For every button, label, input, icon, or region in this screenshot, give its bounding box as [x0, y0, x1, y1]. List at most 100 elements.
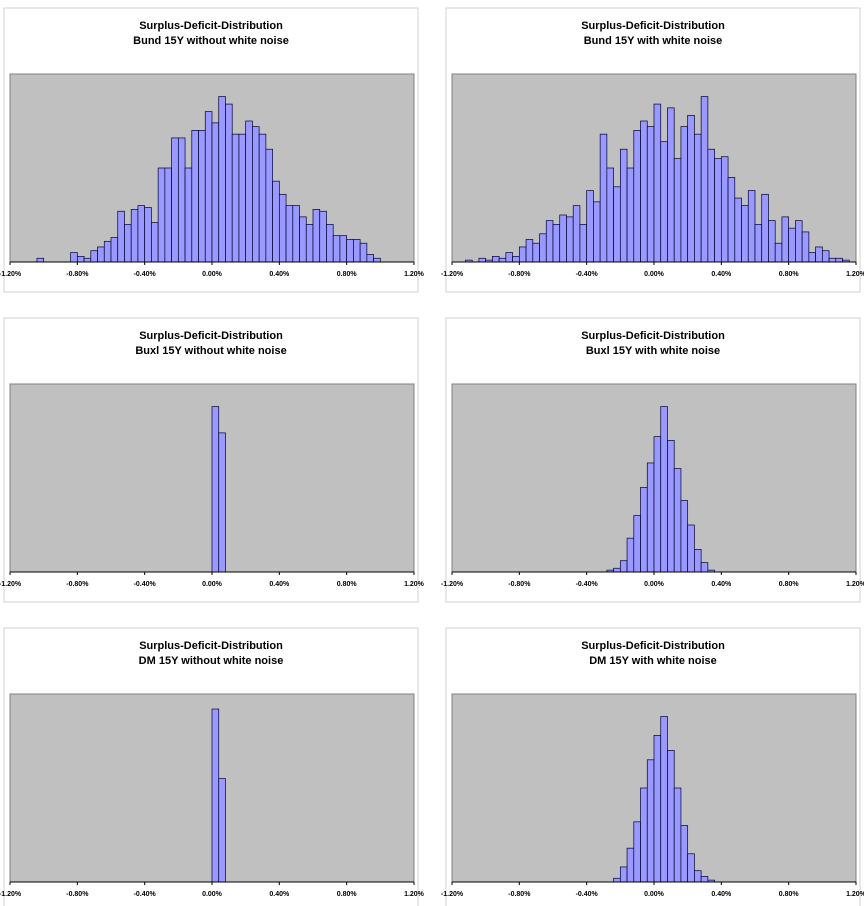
bar: [700, 96, 709, 263]
bar: [177, 137, 186, 263]
x-tick-label: 1.20%: [404, 271, 425, 278]
bar: [103, 240, 112, 263]
bar: [653, 735, 662, 883]
bar: [626, 537, 635, 573]
bar: [788, 227, 796, 263]
bar: [326, 224, 334, 263]
bar: [774, 242, 783, 263]
bar: [640, 120, 648, 263]
bar: [694, 133, 702, 263]
bar: [700, 876, 709, 883]
bar: [110, 237, 119, 263]
bar: [231, 133, 240, 263]
bar: [366, 254, 374, 263]
bar: [633, 515, 641, 573]
bar: [299, 216, 307, 263]
bar: [171, 137, 179, 263]
bar: [680, 825, 689, 883]
x-tick-label: -0.80%: [508, 581, 531, 588]
bar: [747, 190, 756, 263]
bar: [151, 222, 159, 263]
bar: [613, 567, 621, 573]
bar: [258, 133, 267, 263]
x-tick-label: 0.40%: [711, 581, 732, 588]
bar: [545, 220, 554, 263]
chart-title: Surplus-Deficit-Distribution: [139, 330, 283, 342]
bar: [319, 210, 327, 263]
bar: [667, 440, 675, 573]
bar: [640, 487, 648, 573]
bar: [198, 130, 206, 263]
bar: [70, 252, 78, 263]
bar: [272, 180, 280, 263]
x-tick-label: 0.80%: [337, 891, 358, 898]
bar: [164, 167, 172, 263]
bar: [687, 853, 695, 883]
bar: [478, 257, 487, 263]
bar: [741, 205, 749, 263]
x-tick-label: 0.00%: [202, 891, 223, 898]
chart-title: Surplus-Deficit-Distribution: [581, 640, 725, 652]
x-tick-label: -0.40%: [576, 271, 599, 278]
bar: [673, 158, 682, 263]
bar: [137, 205, 146, 263]
bar: [720, 156, 729, 263]
bar: [211, 708, 220, 883]
bar: [144, 207, 152, 263]
bar: [117, 210, 125, 263]
bar: [97, 246, 105, 263]
x-tick-label: 1.20%: [846, 891, 864, 898]
x-tick-label: -0.80%: [66, 271, 89, 278]
x-tick-label: -0.40%: [134, 271, 157, 278]
x-tick-label: 1.20%: [846, 271, 864, 278]
chart-title: Surplus-Deficit-Distribution: [139, 20, 283, 32]
x-tick-label: 0.80%: [779, 891, 800, 898]
bar: [646, 126, 655, 263]
bar: [646, 462, 655, 573]
bar: [373, 257, 381, 263]
bar: [680, 500, 689, 573]
bar: [76, 256, 85, 263]
x-tick-label: -1.20%: [0, 891, 22, 898]
x-tick-label: -1.20%: [0, 271, 22, 278]
x-tick-label: -0.80%: [508, 891, 531, 898]
bar: [83, 257, 92, 263]
bar: [801, 231, 810, 263]
x-tick-label: 0.00%: [644, 271, 665, 278]
bar: [660, 716, 668, 883]
bar: [626, 847, 635, 883]
x-tick-label: -0.40%: [134, 581, 157, 588]
chart-title: Surplus-Deficit-Distribution: [139, 640, 283, 652]
bar: [707, 148, 715, 263]
x-tick-label: -0.40%: [576, 581, 599, 588]
bar: [586, 190, 594, 263]
x-tick-label: -1.20%: [441, 271, 464, 278]
bar: [492, 256, 500, 263]
chart-subtitle: Buxl 15Y without white noise: [135, 345, 286, 357]
bar: [593, 201, 601, 263]
chart-subtitle: Buxl 15Y with white noise: [586, 345, 720, 357]
x-tick-label: -1.20%: [441, 581, 464, 588]
x-tick-label: 1.20%: [404, 581, 425, 588]
bar: [633, 130, 641, 263]
bar: [505, 252, 513, 263]
bar: [613, 186, 621, 263]
bar: [218, 432, 226, 573]
bar: [265, 148, 273, 263]
bar: [359, 242, 368, 263]
x-tick-label: 0.00%: [202, 581, 223, 588]
bar: [714, 158, 722, 263]
x-tick-label: -1.20%: [0, 581, 22, 588]
bar: [821, 250, 830, 263]
bar: [815, 246, 823, 263]
x-tick-label: 0.80%: [337, 271, 358, 278]
bar: [218, 96, 226, 263]
bar: [245, 120, 253, 263]
x-tick-label: 0.40%: [269, 271, 290, 278]
bar: [238, 133, 247, 263]
x-tick-label: 0.40%: [711, 271, 732, 278]
chart-panel: Surplus-Deficit-Distribution Buxl 15Y wit…: [0, 317, 425, 603]
bar: [673, 468, 682, 573]
x-tick-label: -0.40%: [576, 891, 599, 898]
